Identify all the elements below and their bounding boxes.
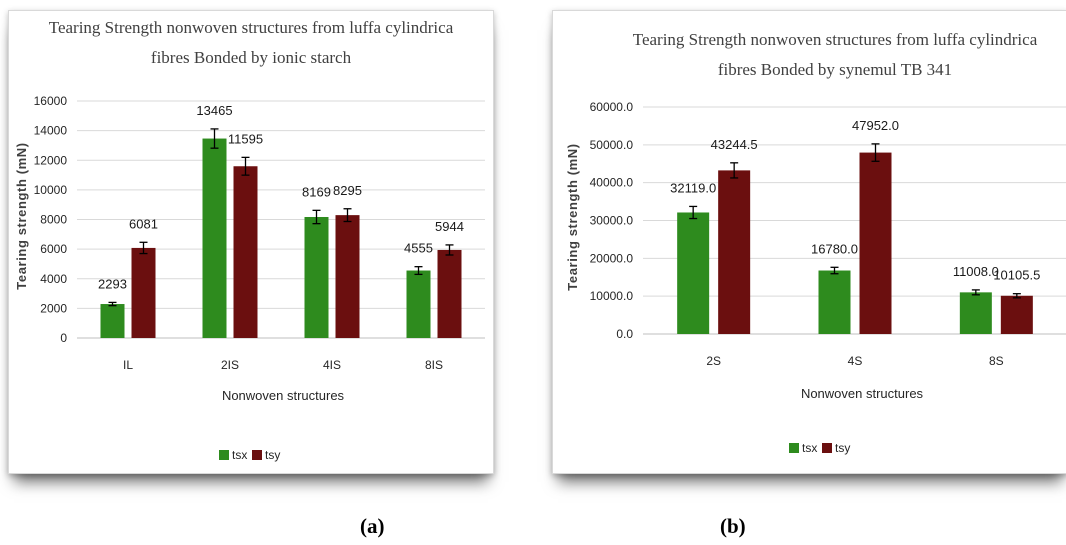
y-tick-label: 20000.0 xyxy=(590,251,634,265)
y-tick-label: 50000.0 xyxy=(590,138,634,152)
chart-b-svg: Tearing Strength nonwoven structures fro… xyxy=(565,30,1066,455)
x-tick-label: 8IS xyxy=(425,358,443,372)
legend-swatch-tsx xyxy=(789,443,799,453)
y-tick-label: 2000 xyxy=(40,301,67,315)
y-tick-label: 10000 xyxy=(34,183,68,197)
y-tick-label: 0.0 xyxy=(616,327,633,341)
bar-tsy xyxy=(718,170,751,334)
chart-panel-a: Tearing Strength nonwoven structures fro… xyxy=(8,10,494,474)
bar-tsy xyxy=(859,152,892,334)
y-tick-label: 8000 xyxy=(40,213,67,227)
y-axis-title: Tearing strength (mN) xyxy=(14,142,29,289)
legend-swatch-tsx xyxy=(219,450,229,460)
bar-tsx xyxy=(959,292,992,334)
data-label: 2293 xyxy=(98,276,127,291)
legend-label-tsy: tsy xyxy=(835,441,850,455)
data-label: 8295 xyxy=(333,183,362,198)
bar-tsy xyxy=(233,166,258,338)
data-label: 5944 xyxy=(435,219,464,234)
bar-tsy xyxy=(1000,295,1033,334)
x-tick-label: 8S xyxy=(989,354,1004,368)
x-tick-label: 2S xyxy=(706,354,721,368)
bar-tsx xyxy=(406,270,431,338)
bar-tsy xyxy=(335,215,360,338)
x-axis-title: Nonwoven structures xyxy=(222,388,345,403)
bar-tsy xyxy=(437,249,462,338)
data-label: 16780.0 xyxy=(811,241,858,256)
data-label: 43244.5 xyxy=(711,137,758,152)
y-tick-label: 4000 xyxy=(40,272,67,286)
x-tick-label: 4IS xyxy=(323,358,341,372)
bar-tsx xyxy=(202,138,227,338)
x-tick-label: 4S xyxy=(848,354,863,368)
y-tick-label: 6000 xyxy=(40,242,67,256)
data-label: 8169 xyxy=(302,184,331,199)
legend-label-tsx: tsx xyxy=(802,441,817,455)
legend-label-tsy: tsy xyxy=(265,448,280,462)
bar-tsx xyxy=(818,270,851,334)
bar-tsx xyxy=(304,216,329,338)
chart-title-line: fibres Bonded by synemul TB 341 xyxy=(718,60,952,79)
x-axis-title: Nonwoven structures xyxy=(801,386,924,401)
chart-title-line: Tearing Strength nonwoven structures fro… xyxy=(49,18,454,37)
chart-title-line: Tearing Strength nonwoven structures fro… xyxy=(633,30,1038,49)
y-axis-title: Tearing strength (mN) xyxy=(565,143,580,290)
y-tick-label: 0 xyxy=(60,331,67,345)
y-tick-label: 14000 xyxy=(34,124,68,138)
data-label: 13465 xyxy=(196,103,232,118)
chart-a-svg: Tearing Strength nonwoven structures fro… xyxy=(14,18,485,462)
panel-label-b: (b) xyxy=(720,514,746,538)
chart-title-line: fibres Bonded by ionic starch xyxy=(151,48,352,67)
panel-label-a: (a) xyxy=(360,514,385,538)
data-label: 47952.0 xyxy=(852,118,899,133)
legend-swatch-tsy xyxy=(822,443,832,453)
y-tick-label: 30000.0 xyxy=(590,214,634,228)
data-label: 11595 xyxy=(228,131,263,146)
data-label: 4555 xyxy=(404,241,433,256)
x-tick-label: 2IS xyxy=(221,358,239,372)
y-tick-label: 16000 xyxy=(34,94,68,108)
y-tick-label: 12000 xyxy=(34,153,68,167)
y-tick-label: 60000.0 xyxy=(590,100,634,114)
bar-tsx xyxy=(100,304,125,338)
bar-tsx xyxy=(677,212,710,334)
x-tick-label: IL xyxy=(123,358,133,372)
data-label: 11008.0 xyxy=(953,264,999,279)
data-label: 10105.5 xyxy=(993,268,1040,283)
legend-swatch-tsy xyxy=(252,450,262,460)
data-label: 6081 xyxy=(129,216,158,231)
y-tick-label: 10000.0 xyxy=(590,289,634,303)
data-label: 32119.0 xyxy=(670,180,716,195)
bar-tsy xyxy=(131,247,156,338)
chart-panel-b: Tearing Strength nonwoven structures fro… xyxy=(552,10,1066,474)
y-tick-label: 40000.0 xyxy=(590,176,634,190)
legend-label-tsx: tsx xyxy=(232,448,247,462)
